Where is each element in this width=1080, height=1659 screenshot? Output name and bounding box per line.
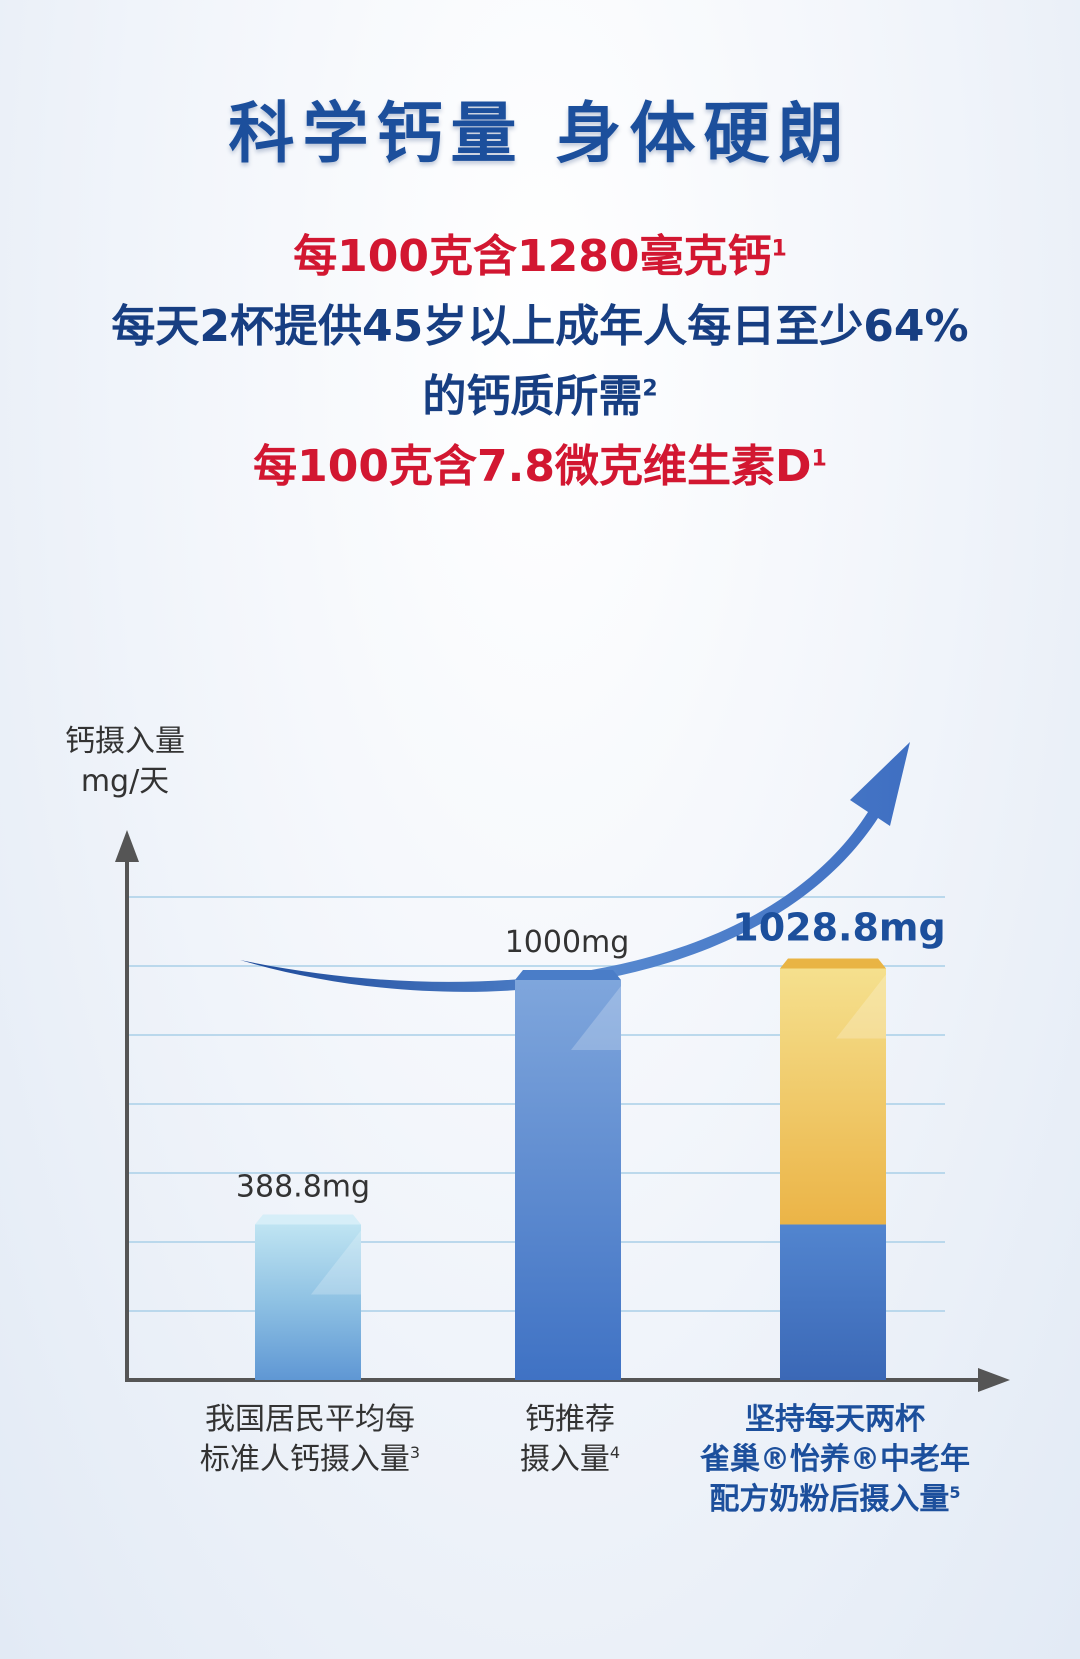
trend-arrow [240, 742, 910, 992]
x-label-line: 坚持每天两杯 [745, 1402, 925, 1437]
y-axis-label: 钙摄入量 mg/天 [40, 722, 210, 802]
bar-highlight [571, 986, 621, 1050]
y-axis-label-line1: 钙摄入量 [65, 724, 185, 759]
value-label: 1028.8mg [732, 905, 945, 949]
x-label-line: 钙推荐 [525, 1402, 615, 1437]
x-label-line: 我国居民平均每 [205, 1402, 415, 1437]
claims-block: 每100克含1280毫克钙1 每天2杯提供45岁以上成年人每日至少64% 的钙质… [0, 222, 1080, 502]
x-label-with-formula: 坚持每天两杯 雀巢®怡养®中老年 配方奶粉后摄入量5 [680, 1400, 990, 1520]
claim-calcium: 每100克含1280毫克钙1 [293, 231, 787, 282]
x-label-line: 摄入量4 [519, 1442, 621, 1477]
x-label-line: 配方奶粉后摄入量5 [709, 1482, 961, 1517]
x-label-line: 标准人钙摄入量3 [199, 1442, 421, 1477]
x-label-recommended: 钙推荐 摄入量4 [460, 1400, 680, 1480]
value-label: 1000mg [505, 925, 630, 960]
page-title: 科学钙量 身体硬朗 [228, 95, 852, 172]
x-label-line: 雀巢®怡养®中老年 [700, 1442, 970, 1477]
bar-cap [515, 970, 621, 980]
value-labels-group: 388.8mg 1000mg 1028.8mg [236, 905, 946, 1204]
x-axis-arrowhead [978, 1368, 1010, 1392]
y-axis-arrowhead [115, 830, 139, 862]
bar-segment [780, 1224, 886, 1380]
value-label: 388.8mg [236, 1169, 370, 1204]
bar-highlight [311, 1230, 361, 1295]
bar-segment [515, 980, 621, 1380]
bar-segment [255, 1224, 361, 1380]
y-axis-label-line2: mg/天 [80, 764, 170, 799]
bar-segment-formula [780, 968, 886, 1225]
bar-cap [780, 958, 886, 969]
bars-group [255, 958, 886, 1380]
claim-vitamin-d: 每100克含7.8微克维生素D1 [253, 441, 827, 492]
claim-calcium-needs: 的钙质所需2 [422, 371, 658, 422]
claim-daily-two-cups: 每天2杯提供45岁以上成年人每日至少64% [111, 301, 969, 352]
bar-cap [255, 1214, 361, 1225]
x-label-national-average: 我国居民平均每 标准人钙摄入量3 [170, 1400, 450, 1480]
bar-highlight [836, 974, 886, 1039]
